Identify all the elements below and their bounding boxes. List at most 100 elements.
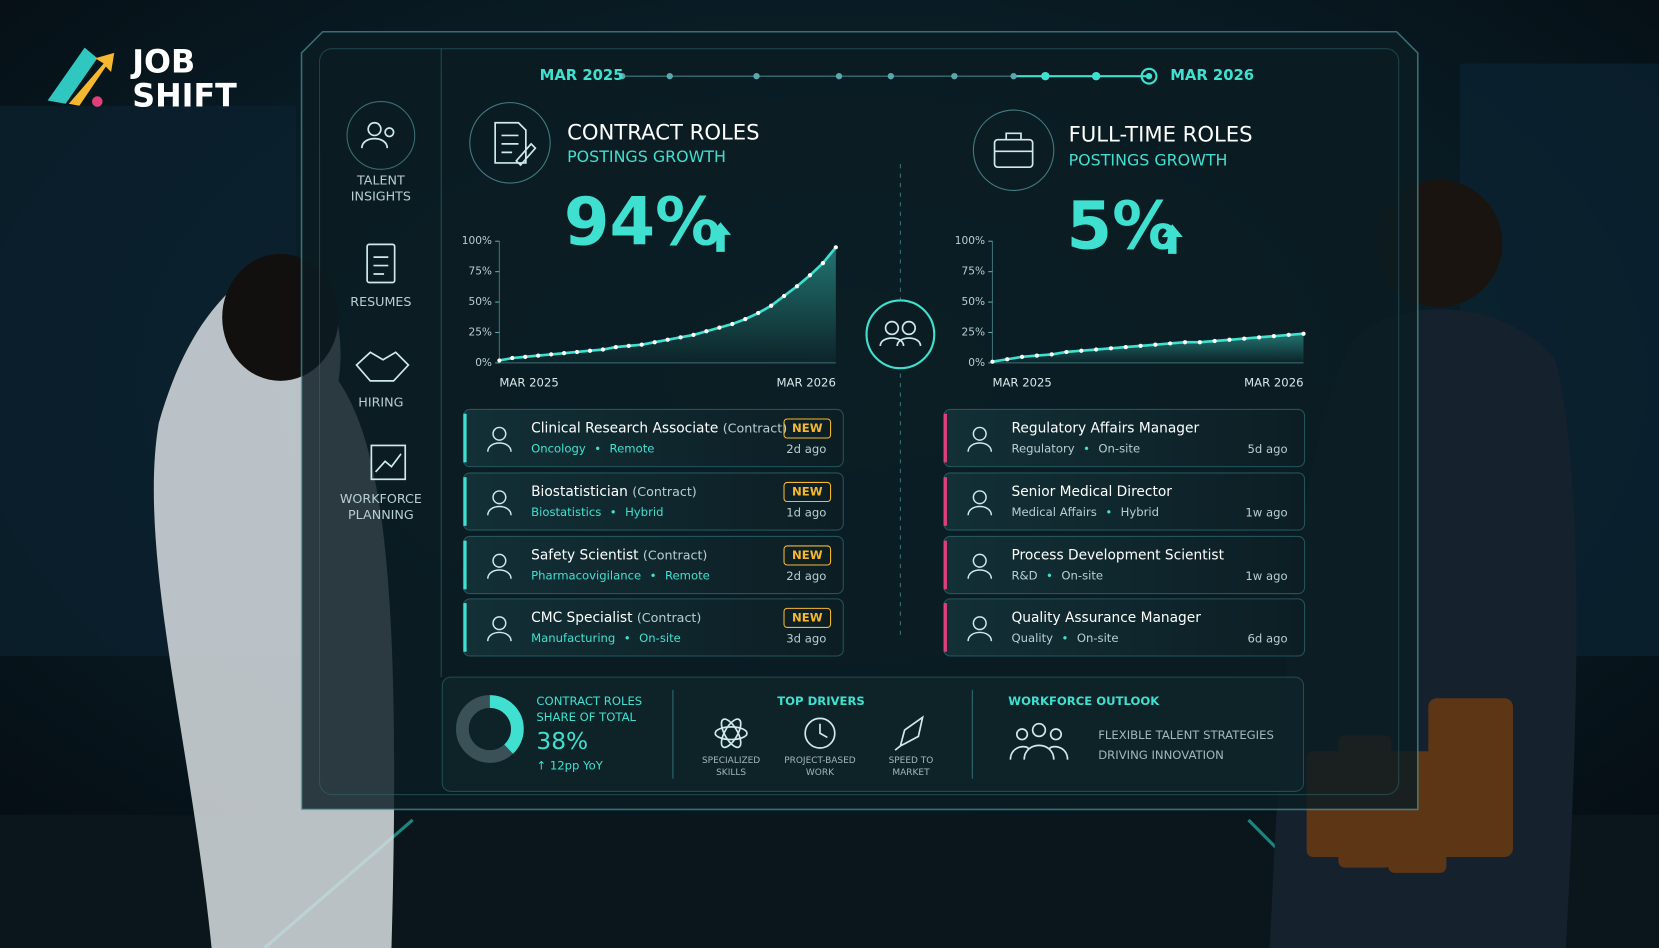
y-tick-label: 75%: [962, 266, 986, 278]
point: [639, 342, 644, 347]
job-title-text: Safety Scientist: [531, 547, 639, 563]
job-time: 5d ago: [1248, 442, 1288, 456]
y-tick-label: 0%: [968, 357, 985, 369]
driver-label: WORK: [806, 768, 835, 778]
job-mode: Remote: [610, 441, 655, 455]
job-title-text: Biostatistician: [531, 484, 628, 500]
job-sep: •: [624, 630, 631, 644]
job-title-text: Regulatory Affairs Manager: [1011, 421, 1199, 437]
job-icon: [972, 490, 987, 505]
point: [1108, 346, 1114, 351]
job-type: (Contract): [632, 483, 696, 498]
job-icon: [487, 631, 512, 642]
job-title-text: CMC Specialist: [531, 610, 633, 626]
job-icon: [492, 426, 507, 441]
point: [1034, 353, 1039, 358]
card-accent: [463, 413, 467, 463]
job-meta: R&D • On-site: [1011, 568, 1103, 582]
job-time: 2d ago: [786, 442, 826, 456]
job-sep: •: [1105, 505, 1112, 519]
job-title: Quality Assurance Manager: [1011, 610, 1201, 626]
job-sep: •: [1061, 630, 1068, 644]
x-tick-label: MAR 2025: [992, 376, 1051, 390]
point: [549, 352, 554, 357]
point: [730, 321, 735, 327]
job-mode: Hybrid: [1121, 505, 1159, 519]
job-sep: •: [1083, 441, 1090, 455]
job-meta: Manufacturing • On-site: [531, 630, 681, 644]
point: [1182, 340, 1188, 345]
x-tick-label: MAR 2026: [1244, 376, 1303, 390]
up-arrow: [709, 222, 732, 252]
job-card: [943, 472, 1306, 531]
point: [613, 344, 618, 350]
job-icon: [487, 569, 512, 579]
nav-label: HIRING: [358, 395, 403, 410]
nav-icon: [366, 243, 396, 284]
job-icon: [967, 569, 993, 579]
point: [691, 332, 696, 338]
headline: 94%: [564, 184, 721, 260]
badge-text: NEW: [792, 421, 823, 435]
job-meta: Medical Affairs • Hybrid: [1011, 505, 1159, 519]
point: [1227, 337, 1232, 342]
point: [1138, 343, 1143, 348]
clock-icon: [804, 717, 836, 749]
badge-text: NEW: [792, 484, 823, 498]
job-icon: [967, 442, 993, 452]
y-tick-label: 50%: [468, 296, 492, 308]
job-mode: On-site: [1061, 568, 1103, 582]
badge: [783, 607, 832, 628]
job-dept: R&D: [1011, 568, 1037, 582]
job-sep: •: [610, 505, 617, 519]
nav-label: WORKFORCE: [340, 491, 422, 506]
job-dept: Quality: [1011, 630, 1053, 644]
point: [574, 349, 580, 355]
nav-icon: [355, 351, 410, 382]
point: [1153, 342, 1158, 347]
card-accent: [943, 603, 947, 652]
card-accent: [463, 603, 467, 652]
section-icon: [972, 109, 1055, 191]
logo-text: SHIFT: [132, 78, 237, 114]
team-icon: [1009, 722, 1069, 760]
point: [1212, 338, 1217, 344]
badge: [783, 481, 832, 503]
job-icon: [967, 631, 993, 642]
y-tick-label: 50%: [962, 296, 986, 308]
timeline-label: MAR 2026: [1170, 67, 1254, 84]
point: [510, 355, 515, 361]
share-change: ↑ 12pp YoY: [536, 759, 603, 773]
point: [990, 359, 995, 364]
card-accent: [943, 540, 947, 590]
card-accent: [943, 477, 947, 526]
timeline-end: [1145, 73, 1153, 80]
job-icon: [492, 616, 507, 631]
job-dept: Manufacturing: [531, 630, 615, 644]
y-tick-label: 75%: [468, 266, 492, 278]
doc-icon: [494, 121, 537, 167]
job-title: Safety Scientist (Contract): [531, 547, 707, 564]
briefcase-icon: [993, 132, 1034, 169]
timeline-end: [1140, 67, 1158, 85]
summary-strip: [441, 676, 1305, 792]
point: [600, 347, 606, 352]
point: [497, 358, 502, 363]
job-type: (Contract): [643, 547, 707, 562]
point: [1123, 344, 1128, 350]
badge: [783, 418, 832, 439]
outlook-title: WORKFORCE OUTLOOK: [1008, 694, 1160, 708]
point: [769, 303, 774, 308]
job-sep: •: [594, 441, 601, 455]
outlook-text: DRIVING INNOVATION: [1098, 748, 1224, 762]
job-title: CMC Specialist (Contract): [531, 609, 701, 626]
section-title: FULL-TIME ROLES: [1069, 121, 1253, 146]
point: [1064, 349, 1069, 355]
job-icon: [487, 442, 512, 452]
job-card: [943, 535, 1306, 595]
job-dept: Regulatory: [1011, 441, 1074, 455]
point: [626, 343, 631, 348]
point: [833, 245, 838, 250]
section-subtitle: POSTINGS GROWTH: [567, 147, 726, 166]
